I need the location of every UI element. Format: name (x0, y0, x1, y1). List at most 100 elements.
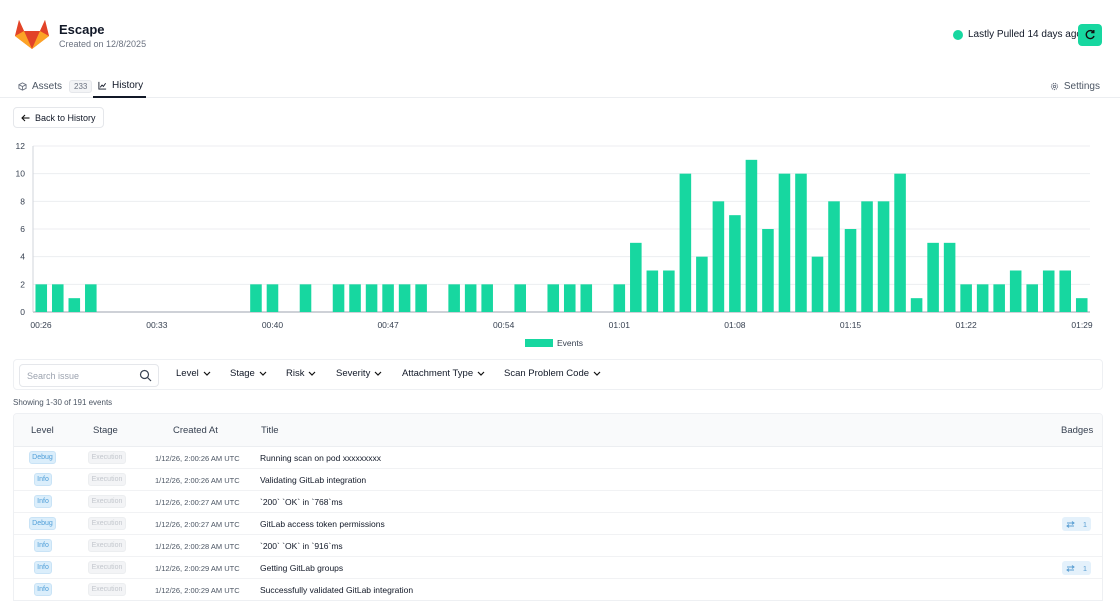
bar (1026, 284, 1038, 312)
cube-icon (18, 81, 27, 91)
title-cell: Running scan on pod xxxxxxxxx (260, 453, 381, 463)
chevron-down-icon (309, 371, 316, 376)
stage-badge: Execution (88, 539, 126, 552)
bar (349, 284, 361, 312)
chevron-down-icon (593, 371, 601, 376)
column-header-created-at[interactable]: Created At (173, 425, 218, 436)
level-filter-dropdown[interactable]: Level (176, 368, 211, 379)
created-at-cell: 1/12/26, 2:00:29 AM UTC (155, 564, 240, 573)
level-badge: Info (34, 561, 52, 574)
table-row[interactable]: Info Execution 1/12/26, 2:00:27 AM UTC `200… (14, 491, 1102, 513)
level-badge: Info (34, 473, 52, 486)
column-header-level[interactable]: Level (31, 425, 54, 436)
bar (85, 284, 97, 312)
x-tick-label: 01:29 (1071, 320, 1093, 330)
related-badge[interactable]: 1 (1062, 561, 1091, 575)
table-row[interactable]: Debug Execution 1/12/26, 2:00:27 AM UTC Git… (14, 513, 1102, 535)
y-tick-label: 6 (20, 224, 25, 234)
pull-status: Lastly Pulled 14 days ago (968, 29, 1082, 40)
level-badge: Info (34, 495, 52, 508)
stage-badge: Execution (88, 583, 126, 596)
bar (960, 284, 972, 312)
bar (861, 201, 873, 312)
severity-filter-label: Severity (336, 368, 371, 379)
bar (894, 173, 906, 312)
bar (679, 173, 692, 312)
stage-filter-dropdown[interactable]: Stage (230, 368, 267, 379)
refresh-icon (1085, 29, 1095, 40)
bar (976, 284, 989, 312)
table-row[interactable]: Debug Execution 1/12/26, 2:00:26 AM UTC Run… (14, 447, 1102, 469)
y-tick-label: 0 (20, 307, 25, 317)
bar (1059, 270, 1072, 312)
title-cell: `200` `OK` in `916`ms (260, 541, 343, 551)
bar (563, 284, 576, 312)
status-dot-icon (953, 30, 963, 40)
x-tick-label: 01:01 (609, 320, 631, 330)
level-filter-label: Level (176, 368, 199, 379)
bar (332, 284, 345, 312)
bar (299, 284, 312, 312)
y-tick-label: 8 (20, 196, 25, 206)
chart-line-icon (98, 81, 107, 90)
results-count: Showing 1-30 of 191 events (13, 398, 113, 407)
table-row[interactable]: Info Execution 1/12/26, 2:00:26 AM UTC Vali… (14, 469, 1102, 491)
x-tick-label: 00:33 (146, 320, 168, 330)
column-header-title[interactable]: Title (261, 425, 279, 436)
level-badge: Info (34, 583, 52, 596)
tab-assets[interactable]: Assets 233 (18, 74, 93, 98)
app-title: Escape (59, 22, 105, 37)
arrow-left-icon (21, 114, 30, 121)
title-cell: `200` `OK` in `768`ms (260, 497, 343, 507)
y-tick-label: 2 (20, 279, 25, 289)
bar (762, 229, 774, 312)
title-cell: Getting GitLab groups (260, 563, 344, 573)
attachment-type-filter-label: Attachment Type (402, 368, 474, 379)
created-at-cell: 1/12/26, 2:00:27 AM UTC (155, 498, 240, 507)
chevron-down-icon (259, 371, 267, 376)
settings-link[interactable]: Settings (1050, 74, 1100, 98)
events-bar-chart: 0 2 4 6 8 10 12 00:26 00:33 00:40 00:47 00:54 01:01 0… (16, 141, 1093, 348)
x-tick-label: 00:26 (30, 320, 52, 330)
bar (927, 242, 939, 312)
x-tick-label: 00:54 (493, 320, 515, 330)
assets-count-badge: 233 (69, 79, 93, 93)
risk-filter-dropdown[interactable]: Risk (286, 368, 316, 379)
stage-badge: Execution (88, 517, 126, 530)
x-tick-label: 01:22 (955, 320, 977, 330)
chevron-down-icon (374, 371, 382, 376)
chevron-down-icon (477, 371, 485, 376)
table-header: Level Stage Created At Title Badges (14, 414, 1102, 447)
bar (1042, 270, 1055, 312)
search-icon[interactable] (139, 369, 152, 382)
stage-filter-label: Stage (230, 368, 255, 379)
column-header-stage[interactable]: Stage (93, 425, 118, 436)
swap-arrows-icon (1066, 520, 1075, 528)
y-tick-label: 10 (16, 169, 26, 179)
refresh-button[interactable] (1078, 24, 1102, 46)
bar (646, 270, 659, 312)
related-badge[interactable]: 1 (1062, 517, 1091, 531)
table-row[interactable]: Info Execution 1/12/26, 2:00:28 AM UTC `200… (14, 535, 1102, 557)
scan-problem-code-filter-dropdown[interactable]: Scan Problem Code (504, 368, 601, 379)
bar (729, 215, 741, 312)
y-tick-label: 4 (20, 252, 25, 262)
created-date: Created on 12/8/2025 (59, 39, 147, 49)
search-input[interactable] (20, 365, 138, 386)
attachment-type-filter-dropdown[interactable]: Attachment Type (402, 368, 485, 379)
badge-count: 1 (1082, 519, 1087, 529)
bar (547, 284, 560, 312)
tab-history[interactable]: History (93, 74, 146, 98)
bar (398, 284, 411, 312)
tab-history-label: History (112, 79, 144, 91)
bar (464, 284, 477, 312)
bar (481, 284, 493, 312)
swap-arrows-icon (1066, 564, 1075, 572)
back-to-history-button[interactable]: Back to History (13, 107, 104, 128)
chevron-down-icon (203, 371, 211, 376)
x-tick-label: 00:47 (377, 320, 399, 330)
table-row[interactable]: Info Execution 1/12/26, 2:00:29 AM UTC Succ… (14, 579, 1102, 600)
severity-filter-dropdown[interactable]: Severity (336, 368, 382, 379)
table-row[interactable]: Info Execution 1/12/26, 2:00:29 AM UTC Gett… (14, 557, 1102, 579)
settings-label: Settings (1063, 80, 1100, 92)
